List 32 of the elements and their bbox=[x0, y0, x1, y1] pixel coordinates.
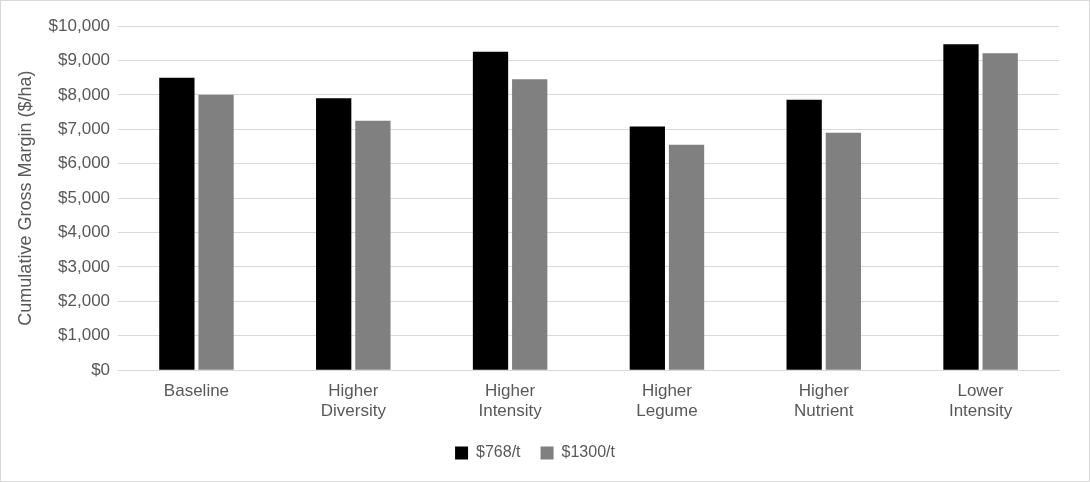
x-tick-label: Baseline bbox=[163, 381, 230, 401]
bar bbox=[159, 77, 195, 370]
y-tick-label: $4,000 bbox=[58, 222, 111, 242]
bar bbox=[943, 44, 979, 370]
y-tick-label: $3,000 bbox=[58, 256, 111, 276]
bar bbox=[786, 99, 822, 370]
bar bbox=[355, 120, 391, 370]
y-tick-label: $6,000 bbox=[58, 153, 111, 173]
bar bbox=[512, 79, 548, 370]
y-tick-label: $8,000 bbox=[58, 84, 111, 104]
y-axis-title: Cumulative Gross Margin ($/ha) bbox=[14, 70, 35, 326]
bar bbox=[198, 94, 234, 370]
y-tick-label: $9,000 bbox=[58, 50, 111, 70]
y-tick-label: $1,000 bbox=[58, 325, 111, 345]
x-tick-label: Higher Diversity bbox=[320, 381, 387, 421]
y-tick-label: $2,000 bbox=[58, 291, 111, 311]
x-tick-label: Higher Nutrient bbox=[794, 381, 854, 421]
bar bbox=[825, 132, 862, 370]
bar bbox=[472, 51, 509, 370]
y-tick-label: $7,000 bbox=[58, 118, 111, 138]
x-tick-label: Higher Intensity bbox=[478, 381, 543, 421]
legend-label: $768/t bbox=[476, 443, 522, 461]
bar bbox=[316, 98, 352, 370]
y-tick-label: $0 bbox=[91, 359, 111, 379]
legend-label: $1300/t bbox=[561, 443, 616, 461]
y-tick-label: $5,000 bbox=[58, 187, 111, 207]
bar bbox=[629, 126, 665, 370]
y-tick-label: $10,000 bbox=[48, 15, 111, 35]
x-tick-label: Lower Intensity bbox=[948, 381, 1013, 421]
x-tick-label: Higher Legume bbox=[636, 381, 698, 421]
bar bbox=[982, 53, 1018, 370]
bar bbox=[668, 144, 705, 370]
